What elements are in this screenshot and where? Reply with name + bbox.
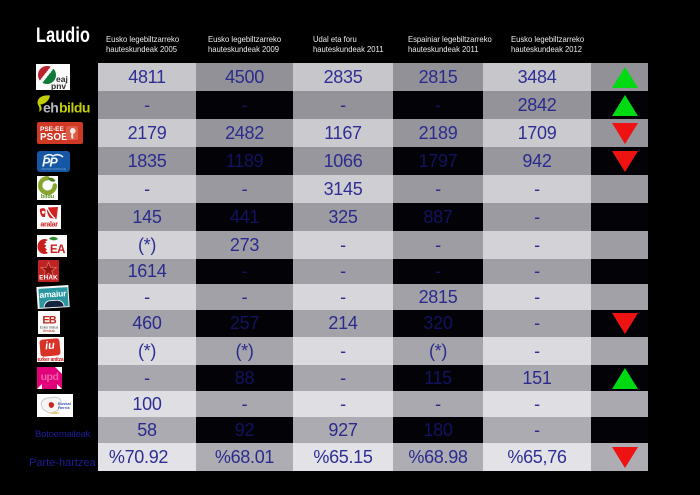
svg-text:EHAK: EHAK: [39, 275, 58, 282]
svg-text:Euskal: Euskal: [58, 401, 71, 406]
svg-text:EA: EA: [50, 244, 65, 256]
svg-text:PP: PP: [42, 156, 58, 170]
svg-text:EB: EB: [42, 315, 56, 327]
svg-text:bildu: bildu: [41, 194, 55, 200]
svg-text:Berdeak: Berdeak: [43, 329, 55, 333]
svg-text:eh: eh: [43, 100, 58, 116]
svg-text:Ezker Batua: Ezker Batua: [40, 326, 59, 330]
svg-text:aralar: aralar: [40, 220, 58, 229]
svg-text:PARTIDO POPULAR: PARTIDO POPULAR: [41, 167, 66, 171]
svg-text:bildu: bildu: [59, 100, 90, 116]
svg-text:Herria: Herria: [58, 405, 70, 410]
